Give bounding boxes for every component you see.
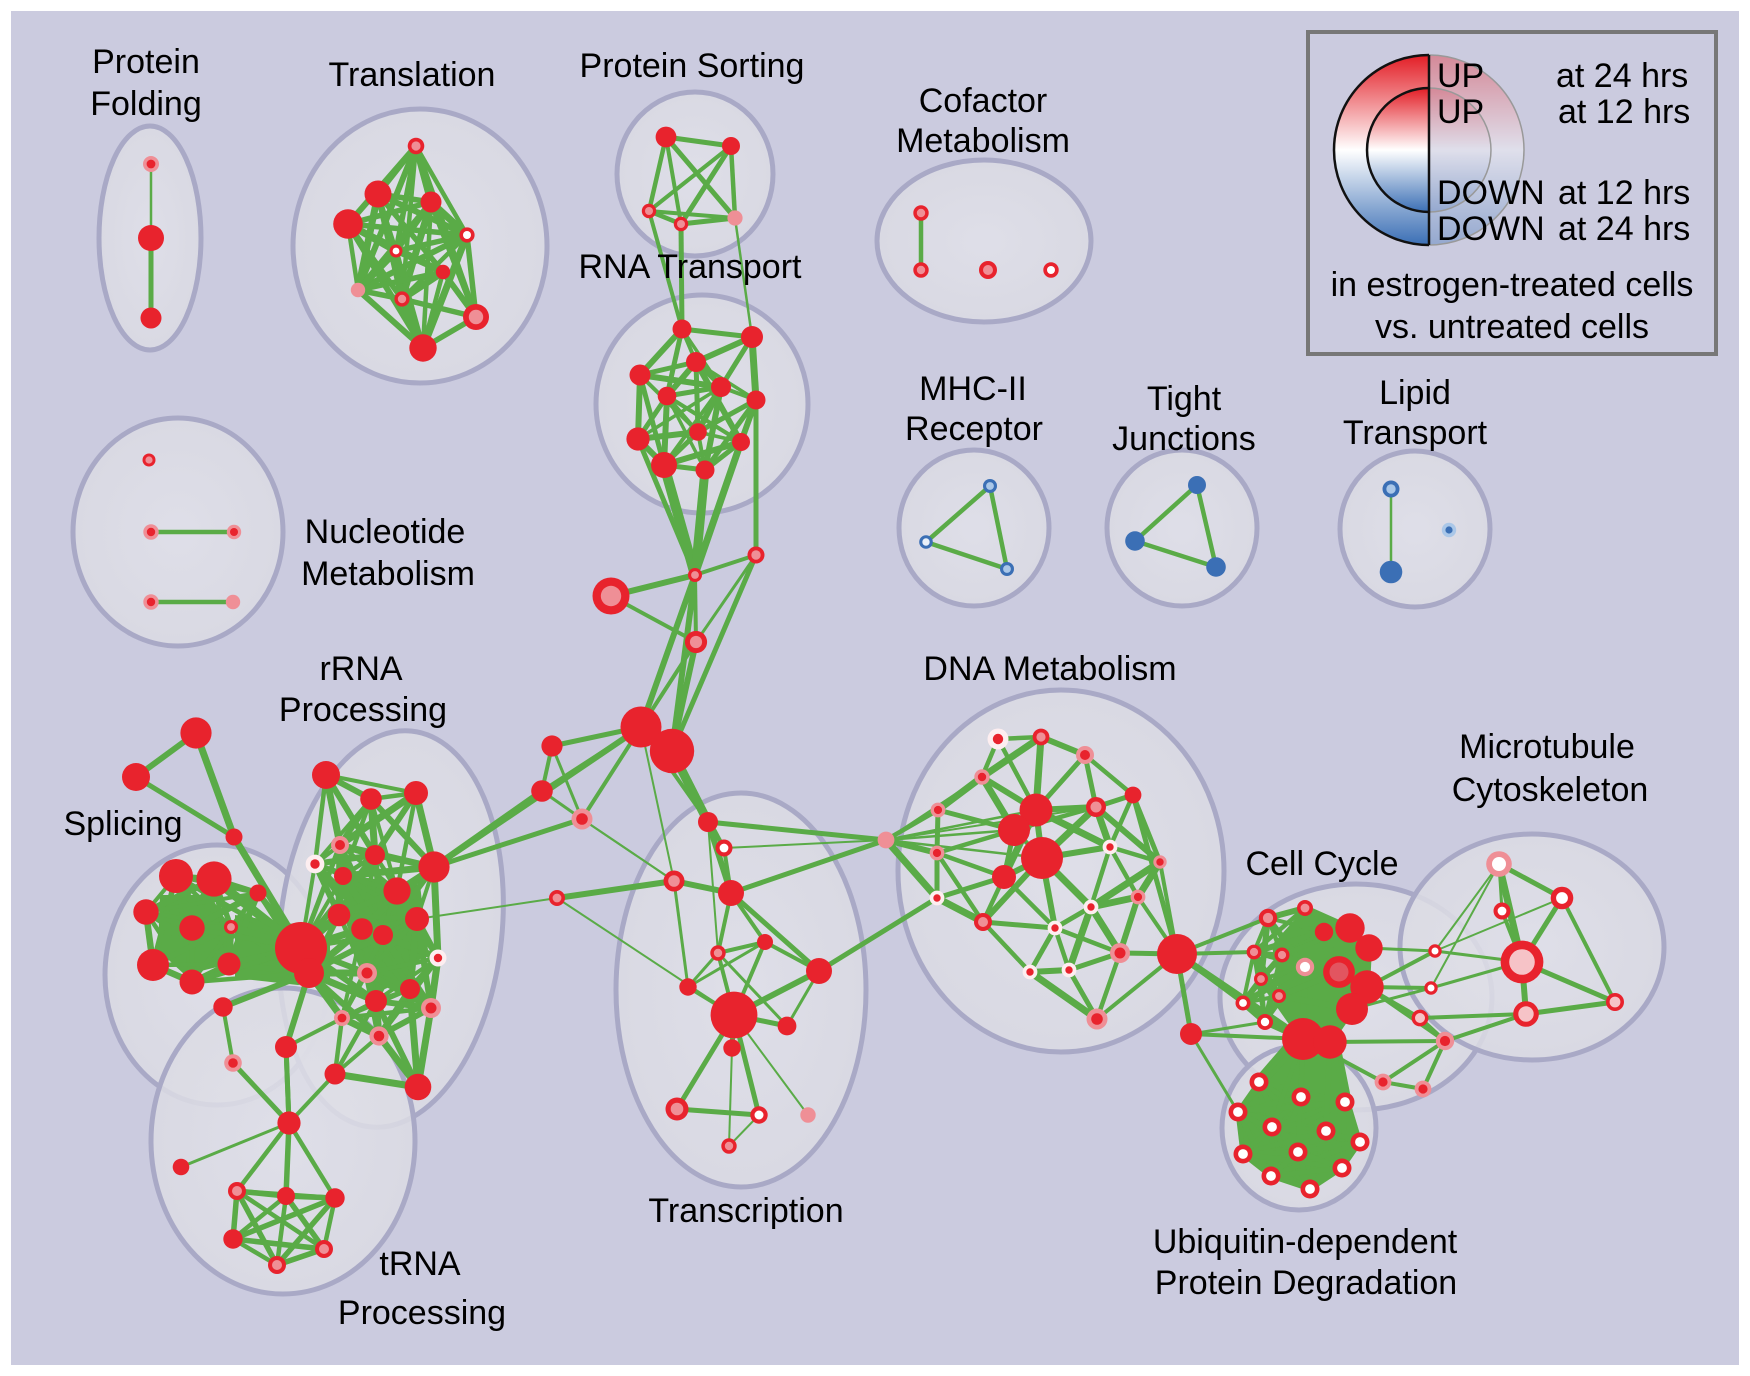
svg-text:rRNA: rRNA [319, 650, 402, 688]
svg-text:Nucleotide: Nucleotide [305, 513, 466, 551]
svg-text:MHC-II: MHC-II [919, 370, 1027, 408]
svg-text:Cytoskeleton: Cytoskeleton [1452, 771, 1649, 809]
svg-text:DOWN: DOWN [1437, 174, 1545, 212]
svg-text:Splicing: Splicing [63, 805, 182, 843]
svg-text:at 12 hrs: at 12 hrs [1558, 93, 1690, 131]
svg-text:Protein: Protein [92, 43, 200, 81]
svg-text:Protein Sorting: Protein Sorting [580, 47, 805, 85]
svg-text:Metabolism: Metabolism [896, 122, 1070, 160]
svg-text:UP: UP [1437, 93, 1484, 131]
svg-text:at 24 hrs: at 24 hrs [1556, 57, 1688, 95]
svg-text:Processing: Processing [338, 1294, 506, 1332]
svg-text:Tight: Tight [1147, 380, 1222, 418]
svg-text:tRNA: tRNA [379, 1245, 461, 1283]
svg-text:RNA Transport: RNA Transport [579, 248, 803, 286]
svg-text:Protein Degradation: Protein Degradation [1155, 1264, 1457, 1302]
svg-text:Metabolism: Metabolism [301, 555, 475, 593]
svg-text:at 24 hrs: at 24 hrs [1558, 210, 1690, 248]
svg-text:Cell Cycle: Cell Cycle [1245, 845, 1398, 883]
svg-text:Junctions: Junctions [1112, 420, 1256, 458]
svg-text:Translation: Translation [329, 56, 496, 94]
svg-text:vs. untreated cells: vs. untreated cells [1375, 308, 1649, 346]
svg-text:DOWN: DOWN [1437, 210, 1545, 248]
svg-text:Microtubule: Microtubule [1459, 728, 1635, 766]
svg-text:in estrogen-treated cells: in estrogen-treated cells [1331, 266, 1694, 304]
svg-text:Cofactor: Cofactor [919, 82, 1048, 120]
svg-text:at 12 hrs: at 12 hrs [1558, 174, 1690, 212]
svg-text:Ubiquitin-dependent: Ubiquitin-dependent [1153, 1223, 1458, 1261]
svg-text:Processing: Processing [279, 691, 447, 729]
svg-text:Transport: Transport [1343, 414, 1488, 452]
svg-text:Lipid: Lipid [1379, 374, 1451, 412]
svg-text:UP: UP [1437, 57, 1484, 95]
svg-text:Receptor: Receptor [905, 410, 1043, 448]
svg-text:Folding: Folding [90, 85, 202, 123]
svg-text:DNA Metabolism: DNA Metabolism [923, 650, 1176, 688]
svg-text:Transcription: Transcription [648, 1192, 843, 1230]
